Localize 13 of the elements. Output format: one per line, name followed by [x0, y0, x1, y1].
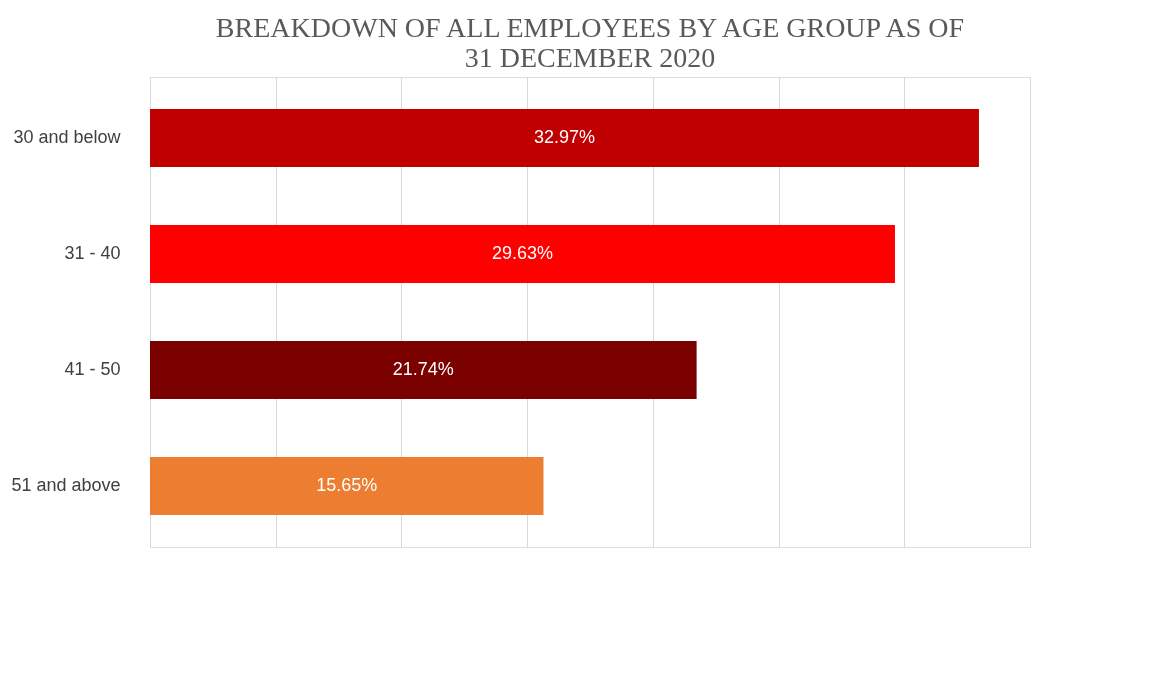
- chart-title: BREAKDOWN OF ALL EMPLOYEES BY AGE GROUP AS OF 31 DECEMBER 2020: [215, 12, 965, 73]
- y-tick-label: 41 - 50: [64, 359, 121, 380]
- y-tick-label: 51 and above: [11, 475, 121, 496]
- bar: [150, 224, 895, 283]
- data-label: 29.63%: [491, 242, 554, 263]
- y-tick-label: 31 - 40: [64, 242, 121, 263]
- data-label: 21.74%: [392, 359, 454, 380]
- bar: [150, 457, 544, 516]
- bar: [150, 341, 697, 400]
- data-label: 15.65%: [316, 475, 378, 496]
- data-label: 32.97%: [533, 126, 596, 147]
- y-tick-label: 30 and below: [13, 126, 122, 147]
- bar: [150, 108, 979, 167]
